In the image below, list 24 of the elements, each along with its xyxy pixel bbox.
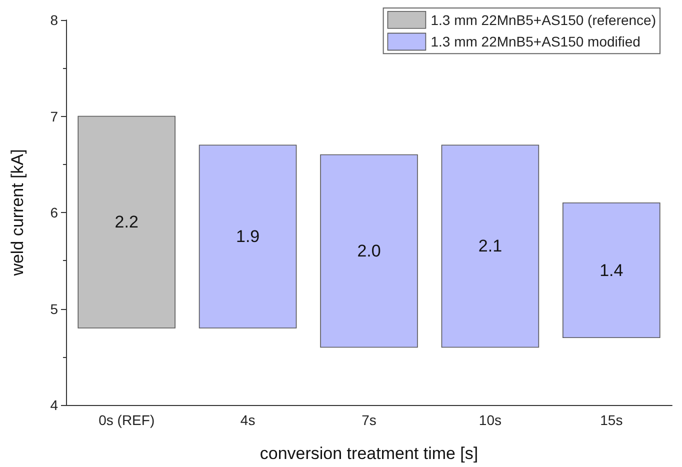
data-label: 2.2 (114, 212, 138, 232)
legend-label: 1.3 mm 22MnB5+AS150 modified (430, 34, 640, 50)
data-label: 1.9 (236, 227, 260, 246)
y-tick-label: 8 (50, 12, 58, 28)
data-label: 1.4 (600, 260, 624, 280)
bar (320, 154, 418, 348)
y-tick-label: 7 (50, 108, 58, 124)
x-tick-label: 7s (362, 412, 376, 428)
y-tick-label: 6 (50, 204, 58, 220)
bar (441, 144, 540, 348)
data-label: 2.1 (478, 236, 502, 256)
bar (78, 116, 176, 328)
x-tick-label: 4s (240, 412, 256, 428)
bar (562, 202, 660, 338)
x-tick-label: 10s (478, 412, 502, 428)
x-axis-title: conversion treatment time [s] (260, 444, 478, 463)
x-tick-label: 15s (600, 412, 623, 428)
bar (198, 144, 297, 328)
data-label: 2.0 (357, 242, 381, 260)
y-axis-title: weld current [kA] (8, 149, 27, 277)
y-tick-label: 4 (50, 397, 58, 413)
x-tick-label: 0s (REF) (98, 412, 155, 428)
y-tick-label: 5 (50, 300, 58, 317)
legend-label: 1.3 mm 22MnB5+AS150 (reference) (430, 12, 656, 28)
